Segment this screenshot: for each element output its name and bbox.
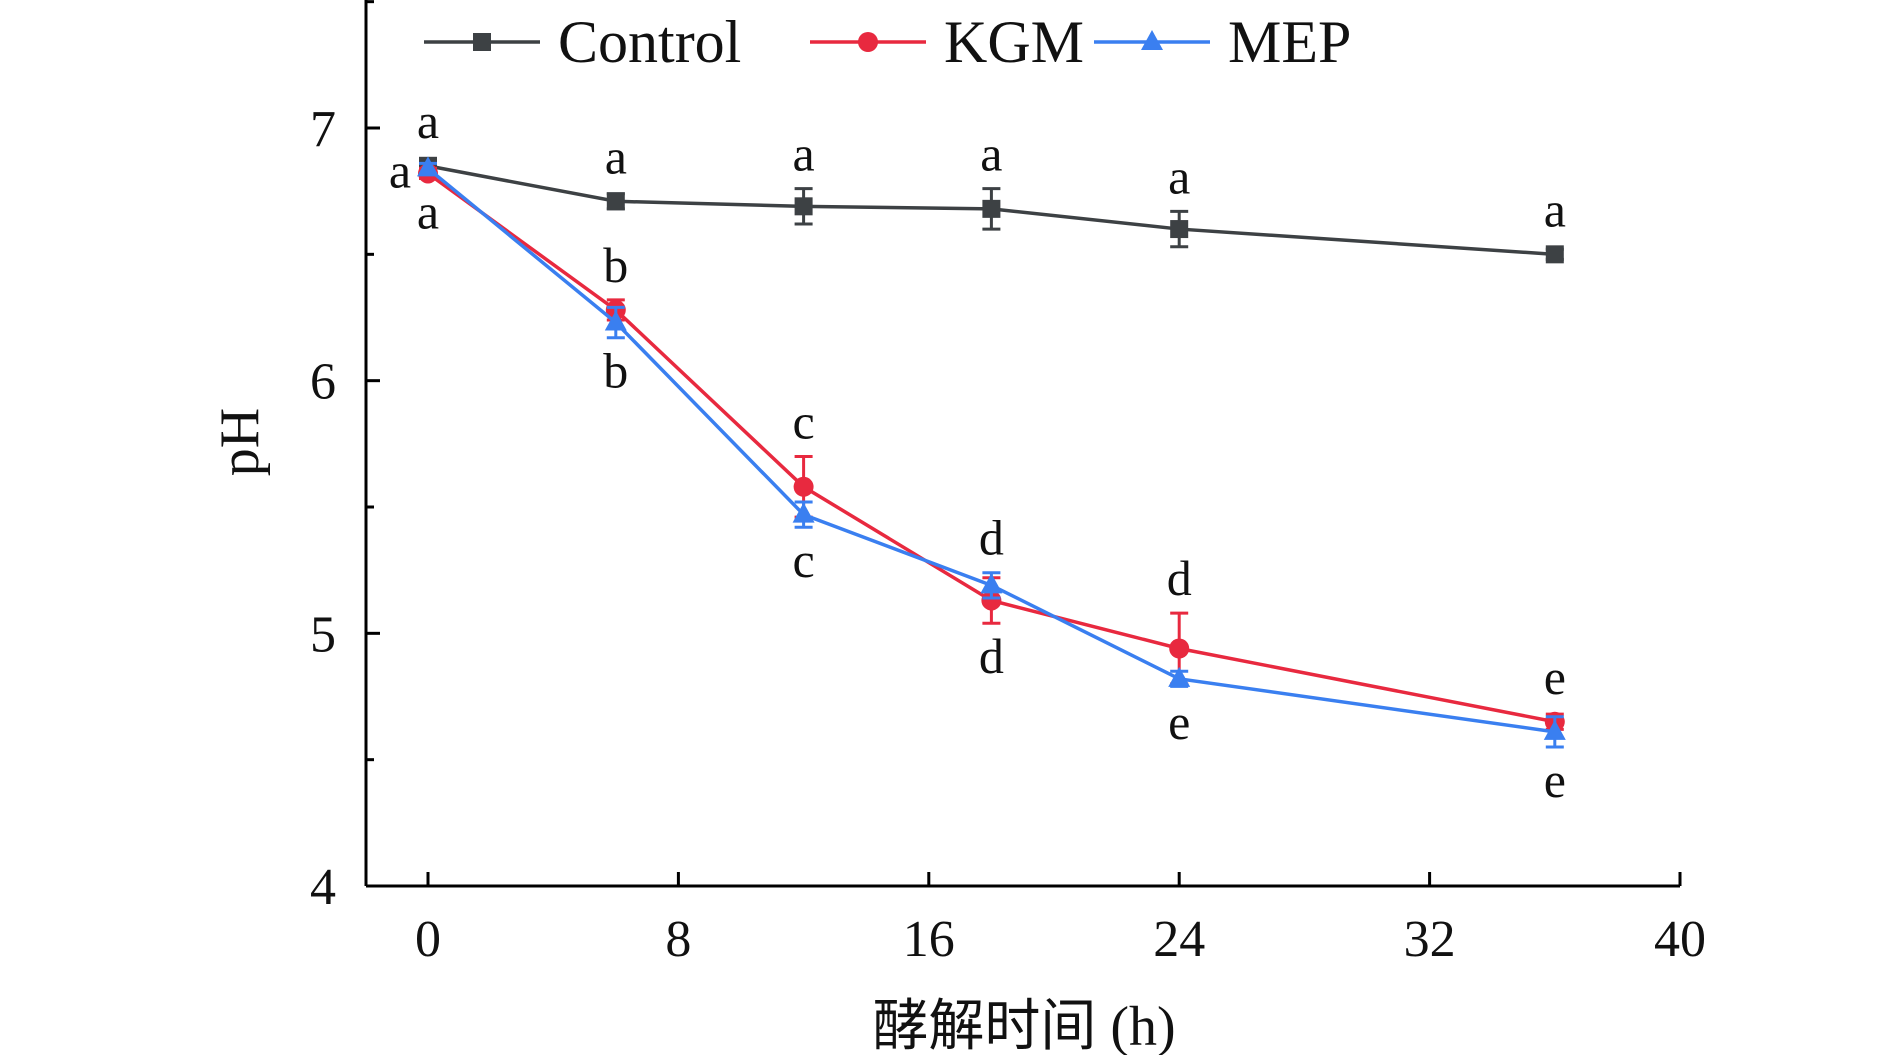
legend-item-mep: MEP: [1094, 9, 1351, 75]
x-tick-label: 40: [1654, 911, 1706, 968]
data-point: [982, 199, 1001, 218]
significance-letter: c: [792, 532, 814, 588]
significance-letter: e: [1544, 752, 1566, 808]
significance-letter: a: [389, 142, 411, 198]
significance-letter: b: [603, 343, 628, 399]
data-point: [417, 156, 439, 177]
series-line: [427, 164, 1555, 257]
significance-letter: a: [980, 126, 1002, 182]
series-line: [426, 172, 1556, 724]
axes: 0 8 16 24 32 40 4 5 6 7: [310, 0, 1706, 968]
series-mep: abc dee: [417, 156, 1566, 808]
legend-label: MEP: [1228, 9, 1351, 75]
data-point: [792, 502, 815, 523]
data-point: [980, 573, 1003, 594]
significance-letter: a: [417, 93, 439, 149]
y-tick-label: 5: [310, 606, 336, 663]
significance-letter: b: [603, 237, 628, 293]
significance-letter: a: [792, 126, 814, 182]
x-tick-label: 16: [903, 911, 955, 968]
y-tick-label: 6: [310, 354, 336, 411]
legend-item-control: Control: [424, 9, 741, 75]
data-point: [1168, 666, 1191, 687]
significance-letter: a: [605, 128, 627, 184]
x-tick-label: 24: [1153, 911, 1205, 968]
significance-letter: a: [1168, 148, 1190, 204]
data-point: [1543, 719, 1566, 740]
x-tick-label: 8: [665, 911, 691, 968]
data-point: [981, 590, 1002, 611]
series-control: aa a a aa: [417, 93, 1566, 264]
significance-letter: d: [1167, 550, 1192, 606]
legend: Control KGM MEP: [424, 9, 1351, 75]
legend-marker: [858, 32, 878, 52]
legend-marker: [1141, 30, 1163, 50]
legend-label: KGM: [944, 9, 1084, 75]
legend-marker: [473, 33, 491, 51]
series-kgm: a b c d d e: [389, 142, 1566, 732]
x-axis-title: 酵解时间 (h): [872, 996, 1175, 1055]
data-point: [1545, 245, 1564, 264]
data-point: [604, 310, 627, 331]
significance-letter: a: [1544, 181, 1566, 237]
legend-label: Control: [558, 9, 741, 75]
y-axis-title: pH: [209, 408, 271, 476]
y-tick-label: 4: [310, 859, 336, 916]
significance-letter: d: [979, 510, 1004, 566]
data-point: [794, 197, 813, 216]
significance-letter: a: [417, 183, 439, 239]
data-point: [793, 476, 814, 497]
data-point: [1169, 638, 1190, 659]
y-tick-label: 7: [310, 101, 336, 158]
significance-letter: d: [979, 628, 1004, 684]
data-point: [606, 192, 625, 211]
x-tick-label: 32: [1404, 911, 1456, 968]
data-point: [1170, 220, 1189, 239]
significance-letter: c: [792, 393, 814, 449]
significance-letter: e: [1168, 694, 1190, 750]
series-line: [426, 167, 1556, 734]
significance-letter: e: [1544, 649, 1566, 705]
x-tick-label: 0: [415, 911, 441, 968]
legend-item-kgm: KGM: [810, 9, 1084, 75]
